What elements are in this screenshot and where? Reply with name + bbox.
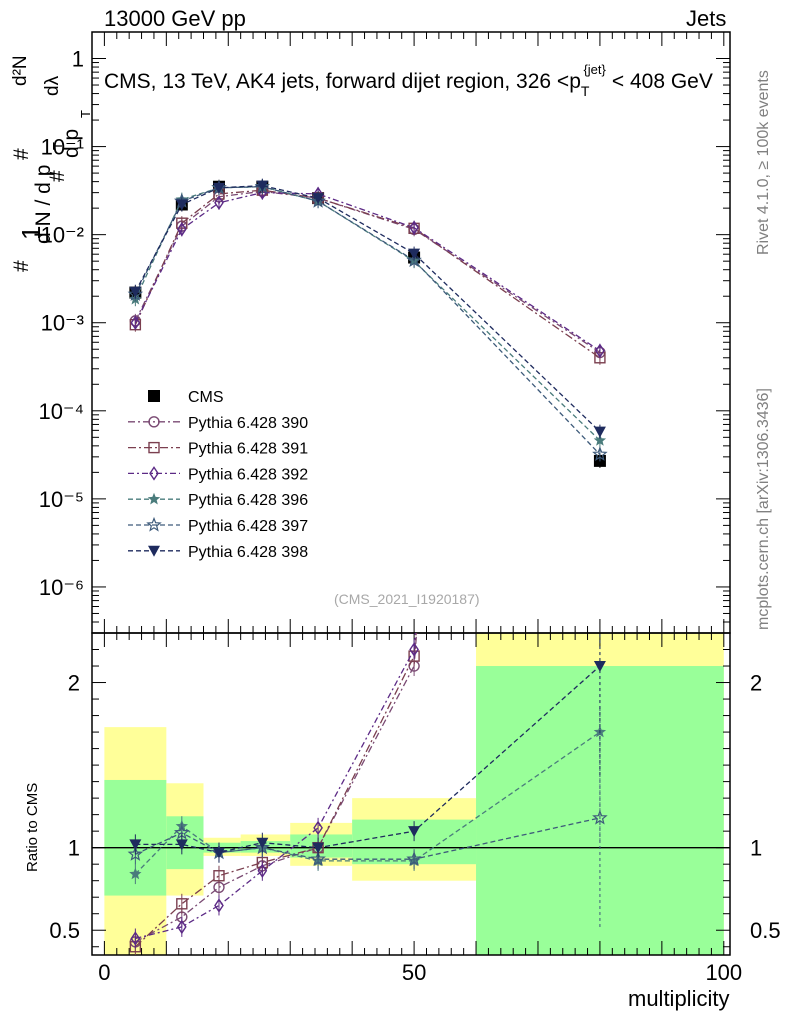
legend-label: CMS xyxy=(188,389,224,406)
ratio-ytick-label-left: 2 xyxy=(68,671,80,696)
series-line-2 xyxy=(134,189,601,359)
data-point xyxy=(592,446,608,461)
ratio-ytick-label-left: 0.5 xyxy=(49,918,80,943)
legend-marker xyxy=(149,466,159,481)
ratio-bands xyxy=(104,633,724,955)
data-point xyxy=(406,252,422,268)
ytick-label-top: 10⁻⁶ xyxy=(39,575,84,600)
ratio-ytick-label-right: 0.5 xyxy=(750,918,781,943)
ytick-label-top: 10⁻⁴ xyxy=(38,399,84,424)
data-point xyxy=(595,343,605,359)
ytick-label-top: 1 xyxy=(72,47,84,72)
data-point xyxy=(212,182,225,194)
ratio-point xyxy=(212,847,225,859)
legend-label: Pythia 6.428 397 xyxy=(188,518,308,535)
legend-label: Pythia 6.428 396 xyxy=(188,492,308,509)
data-point xyxy=(214,195,224,211)
ratio-point xyxy=(176,919,187,935)
data-point xyxy=(593,426,606,438)
ratio-point xyxy=(213,870,225,882)
ratio-point xyxy=(408,826,421,838)
xtick-label: 50 xyxy=(402,960,426,985)
legend-marker xyxy=(148,390,160,402)
ytick-label-top: 10⁻³ xyxy=(41,311,84,336)
legend-marker xyxy=(148,416,160,428)
data-point xyxy=(312,193,325,205)
ratio-point xyxy=(310,851,326,866)
top-series xyxy=(127,178,608,468)
ratio-point xyxy=(214,898,224,913)
ratio-ytick-label-left: 1 xyxy=(68,836,80,861)
legend: CMS Pythia 6.428 390 Pythia 6.428 391 Pythi… xyxy=(128,389,308,561)
legend-label: Pythia 6.428 398 xyxy=(188,544,308,561)
ratio-frame xyxy=(91,632,731,956)
series-line-1 xyxy=(134,190,601,353)
legend-label: Pythia 6.428 390 xyxy=(188,415,308,432)
ratio-point xyxy=(176,898,188,910)
legend-marker xyxy=(148,441,160,454)
data-point xyxy=(409,220,419,235)
ytick-label-top: 10⁻¹ xyxy=(41,135,84,160)
ratio-point xyxy=(313,820,323,836)
ratio-point xyxy=(592,809,608,825)
ratio-ytick-label-right: 1 xyxy=(750,836,762,861)
data-point xyxy=(130,315,141,330)
ratio-point xyxy=(127,846,144,861)
x-axis-title: multiplicity xyxy=(628,986,730,1011)
data-point xyxy=(175,199,188,211)
legend-label: Pythia 6.428 392 xyxy=(188,466,308,483)
ratio-point xyxy=(256,837,269,849)
header-left: 13000 GeV pp xyxy=(104,6,246,31)
ytick-label-top: 10⁻⁵ xyxy=(39,487,84,512)
ratio-point xyxy=(406,850,422,866)
legend-label: Pythia 6.428 391 xyxy=(188,441,308,458)
plot-title-tail: < 408 GeV xyxy=(611,70,713,93)
legend-marker xyxy=(146,516,162,532)
xtick-label: 100 xyxy=(705,960,742,985)
plot-title-superscript: {jet} xyxy=(583,62,606,77)
data-point xyxy=(593,434,607,446)
ratio-point xyxy=(130,931,141,946)
ratio-series xyxy=(127,633,608,955)
data-point xyxy=(176,222,187,237)
data-point xyxy=(408,248,421,260)
data-point xyxy=(256,180,269,192)
ratio-point xyxy=(129,839,142,851)
xtick-label: 0 xyxy=(98,960,110,985)
data-point xyxy=(129,286,142,298)
ratio-point xyxy=(593,661,606,673)
top-ticks xyxy=(92,31,730,634)
legend-marker xyxy=(148,545,160,557)
ratio-ytick-label-right: 2 xyxy=(750,671,762,696)
ratio-point xyxy=(175,839,188,851)
ytick-label-top: 10⁻² xyxy=(41,223,84,248)
header-right: Jets xyxy=(686,6,727,31)
series-line-3 xyxy=(134,191,601,352)
ratio-point xyxy=(257,863,268,879)
ratio-point xyxy=(409,642,419,657)
plot-title-main: CMS, 13 TeV, AK4 jets, forward dijet reg… xyxy=(104,70,581,93)
ratio-point xyxy=(312,842,325,854)
plot-title: CMS, 13 TeV, AK4 jets, forward dijet reg… xyxy=(104,62,713,99)
legend-marker xyxy=(147,492,161,505)
analysis-id: (CMS_2021_I1920187) xyxy=(334,591,480,607)
plot-title-subscript: T xyxy=(580,83,590,99)
ratio-point xyxy=(129,867,142,880)
